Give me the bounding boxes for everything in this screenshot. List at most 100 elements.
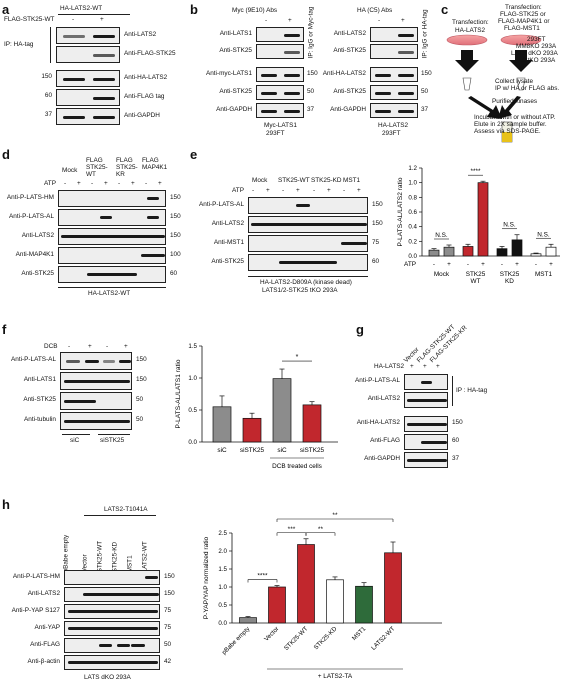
panel-a-ip-bracket [50,27,51,63]
panel-h-blot [64,587,160,602]
panel-d-row-label: Anti-STK25 [21,270,54,277]
panel-b-right-blot [370,85,418,100]
panel-b-right-blot [370,67,418,82]
y-tick-label: 0.0 [408,253,417,260]
panel-e-blot [248,197,368,214]
panel-e-atp-sign: + [266,187,270,194]
panel-e-atp-sign: + [296,187,300,194]
panel-g-ha-sign: + [410,363,414,370]
panel-e-lane-label: MST1 [343,177,361,184]
bar [477,182,489,257]
panel-d-row-label: Anti-P-LATS-HM [6,194,54,201]
y-tick-label: 0.8 [408,194,417,201]
panel-b-row-label: Anti-HA-LATS2 [322,70,366,77]
bar [242,417,262,443]
panel-c-step: IP w/ HA or FLAG abs. [495,85,560,92]
significance-label: * [296,354,299,361]
panel-letter-d: d [2,147,10,162]
panel-c-dish2-text: FLAG-MST1 [504,25,540,32]
panel-d-row-label: Anti-LATS2 [21,232,54,239]
panel-d-lane-label: Mock [62,167,78,174]
mw-marker: 150 [372,201,383,208]
panel-e-blot [248,254,368,271]
mw-marker: 37 [421,106,429,113]
panel-g-blot [404,392,448,408]
mw-marker: 50 [164,641,172,648]
panel-b-left-blot [256,67,304,82]
panel-a-header: HA-LATS2-WT [60,5,103,12]
panel-letter-c: c [441,2,449,17]
panel-c-step: Collect lysate [495,78,534,85]
panel-e-lane-label: STK25-WT [278,177,310,184]
panel-h-row-label: Anti-β-actin [27,658,60,665]
panel-letter-b: b [190,2,198,17]
panel-a-ip-label: IP: HA-tag [4,41,34,48]
panel-h-blot [64,655,160,670]
panel-d-atp-sign: - [91,180,94,187]
y-tick-label: 0.4 [408,224,417,231]
y-tick-label: 2.0 [218,548,227,555]
panel-f-group-label: siSTK25 [100,437,125,444]
panel-f-dcb-label: DCB [44,343,58,350]
panel-d-atp-sign: + [77,180,81,187]
panel-e-atp-sign: + [327,187,331,194]
panel-g-blot [404,416,448,432]
panel-e-blot [248,216,368,233]
mw-marker: 60 [452,437,460,444]
panel-c-purified: Purified kinases [492,98,538,105]
panel-d-blot [58,190,166,207]
panel-a-blot-in1 [56,70,120,87]
mw-marker: 150 [170,232,181,239]
bar [302,404,322,443]
mw-marker: 50 [307,88,315,95]
mw-marker: 150 [372,220,383,227]
panel-letter-g: g [356,322,364,337]
panel-e-row-label: Anti-MST1 [213,239,244,246]
mw-marker: 150 [452,419,463,426]
mw-marker: 60 [44,92,52,99]
panel-b-left-blot [256,103,304,118]
panel-b-sign: + [401,17,405,24]
panel-f-group-line [62,434,90,435]
panel-a-row-label: Anti-FLAG tag [124,93,165,100]
panel-h-lane-label: STK25-WT [96,540,104,573]
panel-b-left-blot [256,44,304,59]
panel-f-row-label: Anti-STK25 [23,396,56,403]
panel-b-left-footer: Myc-LATS1 [264,122,297,129]
panel-a-blot-ip2 [56,46,120,63]
group-label: MST1 [535,271,552,278]
mw-marker: 150 [170,194,181,201]
atp-sign: + [447,261,451,268]
y-axis-label: P-LATS-AL/LATS1 ratio [175,359,182,428]
x-tick-label: siC [277,447,287,454]
panel-f-dcb-sign: - [68,343,71,350]
panel-b-right-blot [370,27,418,42]
x-tick-label: Vector [263,625,280,642]
panel-h-header-line [84,515,156,516]
panel-g-blot [404,452,448,468]
panel-f-blot [60,372,132,390]
panel-h-lane-label: STK25-KD [111,541,119,573]
significance-label: N.S. [503,222,516,229]
panel-e-atp-sign: - [313,187,316,194]
panel-g-ha-sign: + [423,363,427,370]
panel-b-row-label: Anti-GAPDH [216,106,252,113]
y-tick-label: 0.0 [218,620,227,627]
panel-c-schematic [446,34,542,143]
panel-e-row-label: Anti-LATS2 [211,220,244,227]
panel-d-atp-sign: - [145,180,148,187]
bar [268,586,286,624]
bar [496,248,508,257]
bar [326,579,344,624]
panel-b-row-label: Anti-myc-LATS1 [205,70,252,77]
panel-a-row-label: Anti-GAPDH [124,112,160,119]
panel-g-row-label: Anti-P-LATS-AL [355,377,400,384]
panel-b-row-label: Anti-GAPDH [330,106,366,113]
panel-h-row-label: Anti-FLAG [30,641,60,648]
panel-c-final: Incubate with or without ATP. [474,114,556,121]
panel-f-group-line [98,434,130,435]
panel-d-atp-label: ATP [44,180,56,187]
y-tick-label: 0.0 [188,439,197,446]
bar [428,249,440,257]
group-label: KD [505,278,514,285]
